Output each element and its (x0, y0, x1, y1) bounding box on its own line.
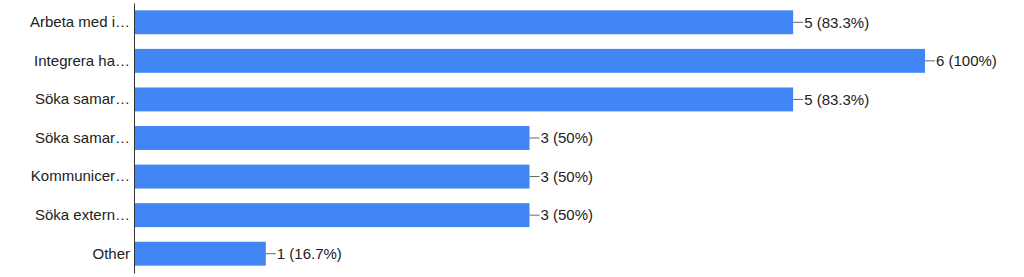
data-label: 5 (83.3%) (804, 91, 869, 108)
tick-label: Söka extern… (35, 206, 130, 223)
data-label: 3 (50%) (541, 206, 594, 223)
label-connector (793, 22, 803, 23)
y-axis: Arbeta med i… Integrera ha… Söka samar… Sök… (30, 4, 135, 274)
tick: Söka extern… (35, 206, 130, 223)
label-connector (530, 138, 540, 139)
bar (134, 126, 530, 150)
tick: Integrera ha… (34, 52, 130, 69)
tick-label: Arbeta med i… (30, 13, 130, 30)
tick: Other (92, 245, 130, 262)
data-label: 3 (50%) (541, 129, 594, 146)
bar (134, 49, 925, 73)
tick-label: Söka samar… (35, 90, 130, 107)
bar (134, 10, 793, 34)
tick: Söka samar… (35, 129, 130, 146)
tick-label: Other (92, 245, 130, 262)
tick: Arbeta med i… (30, 13, 130, 30)
tick: Söka samar… (35, 90, 130, 107)
label-connector (266, 253, 276, 254)
bar (134, 165, 530, 189)
data-label: 1 (16.7%) (277, 245, 342, 262)
bar (134, 242, 266, 266)
data-label: 5 (83.3%) (804, 14, 869, 31)
tick-label: Söka samar… (35, 129, 130, 146)
bar (134, 87, 793, 111)
tick-label: Kommunicer… (31, 167, 130, 184)
bar (134, 203, 530, 227)
label-connector (530, 215, 540, 216)
axis-line (134, 4, 135, 274)
data-labels: 5 (83.3%) 6 (100%) 5 (83.3%) 3 (50%) 3 (50%)… (266, 14, 997, 262)
bars (134, 10, 925, 265)
label-connector (530, 176, 540, 177)
data-label: 6 (100%) (936, 52, 997, 69)
chart: Arbeta med i… Integrera ha… Söka samar… Sök… (0, 0, 1024, 277)
tick-label: Integrera ha… (34, 52, 130, 69)
tick: Kommunicer… (31, 167, 130, 184)
label-connector (793, 99, 803, 100)
data-label: 3 (50%) (541, 168, 594, 185)
label-connector (925, 60, 935, 61)
